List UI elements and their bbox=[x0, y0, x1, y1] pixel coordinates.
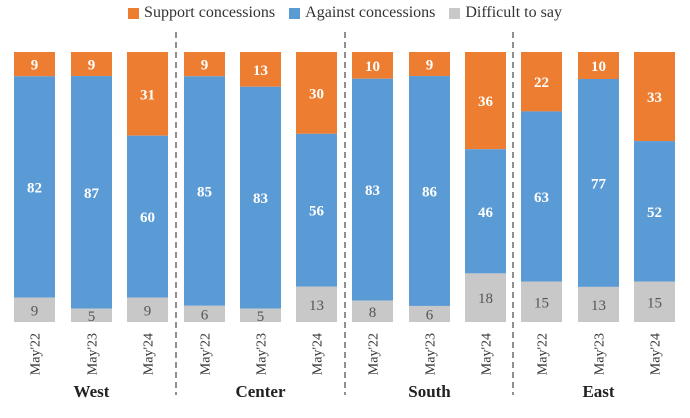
category-tick-label: May'22 bbox=[536, 333, 551, 375]
bar-against-west-3 bbox=[127, 135, 168, 298]
bar-against-south-3 bbox=[465, 149, 506, 274]
data-label-against: 52 bbox=[647, 205, 662, 221]
data-label-against: 63 bbox=[534, 190, 549, 206]
bar-against-center-1 bbox=[184, 76, 225, 306]
bar-against-east-3 bbox=[634, 141, 675, 282]
legend-item-against: Against concessions bbox=[289, 4, 435, 22]
bar-difficult-south-3 bbox=[465, 273, 506, 322]
data-label-support: 9 bbox=[31, 58, 39, 74]
legend-swatch-difficult bbox=[449, 7, 461, 19]
data-label-against: 83 bbox=[365, 183, 380, 199]
chart-legend: Support concessions Against concessions … bbox=[0, 4, 690, 22]
data-label-difficult: 6 bbox=[201, 307, 209, 323]
data-label-support: 13 bbox=[253, 63, 268, 79]
legend-swatch-support bbox=[128, 7, 140, 19]
data-label-against: 82 bbox=[27, 181, 42, 197]
data-label-support: 10 bbox=[591, 59, 606, 75]
category-tick-label: May'23 bbox=[424, 333, 439, 375]
bar-difficult-center-2 bbox=[240, 308, 281, 322]
data-label-difficult: 18 bbox=[478, 291, 493, 307]
bar-support-center-1 bbox=[184, 52, 225, 77]
bar-support-west-3 bbox=[127, 52, 168, 136]
data-label-against: 87 bbox=[84, 186, 100, 202]
category-tick-label: May'23 bbox=[593, 333, 608, 375]
legend-label-against: Against concessions bbox=[305, 4, 436, 21]
category-tick-label: May'24 bbox=[649, 333, 664, 375]
data-label-against: 56 bbox=[309, 204, 325, 220]
group-label-center: Center bbox=[235, 382, 285, 401]
data-label-against: 86 bbox=[422, 185, 438, 201]
bar-against-west-2 bbox=[71, 76, 112, 309]
data-label-difficult: 13 bbox=[309, 298, 324, 314]
bar-against-south-1 bbox=[352, 78, 393, 301]
data-label-difficult: 5 bbox=[257, 309, 265, 325]
data-label-support: 31 bbox=[140, 87, 155, 103]
bar-support-center-3 bbox=[296, 52, 337, 134]
bar-support-center-2 bbox=[240, 52, 281, 87]
bar-difficult-center-1 bbox=[184, 305, 225, 322]
data-label-support: 22 bbox=[534, 75, 549, 91]
category-tick-label: May'22 bbox=[367, 333, 382, 375]
bar-support-west-1 bbox=[14, 52, 55, 77]
group-label-south: South bbox=[408, 382, 451, 401]
data-label-support: 9 bbox=[201, 58, 209, 74]
bar-against-south-2 bbox=[409, 76, 450, 306]
group-label-west: West bbox=[74, 382, 110, 401]
legend-label-difficult: Difficult to say bbox=[465, 4, 562, 21]
data-label-against: 46 bbox=[478, 205, 494, 221]
category-tick-label: May'24 bbox=[142, 333, 157, 375]
bar-difficult-east-1 bbox=[521, 281, 562, 322]
data-label-against: 85 bbox=[197, 185, 212, 201]
bar-difficult-west-1 bbox=[14, 297, 55, 322]
bar-against-center-3 bbox=[296, 133, 337, 287]
category-tick-label: May'24 bbox=[311, 333, 326, 375]
data-label-support: 10 bbox=[365, 59, 380, 75]
data-label-difficult: 15 bbox=[647, 295, 662, 311]
category-tick-label: May'24 bbox=[480, 333, 495, 375]
bar-support-east-3 bbox=[634, 52, 675, 142]
data-label-support: 33 bbox=[647, 90, 662, 106]
bar-support-south-1 bbox=[352, 52, 393, 79]
category-tick-label: May'22 bbox=[199, 333, 214, 375]
bar-support-south-2 bbox=[409, 52, 450, 77]
bar-difficult-west-3 bbox=[127, 297, 168, 322]
data-label-against: 77 bbox=[591, 176, 607, 192]
data-label-difficult: 15 bbox=[534, 295, 549, 311]
bar-difficult-center-3 bbox=[296, 286, 337, 322]
data-label-support: 36 bbox=[478, 94, 494, 110]
legend-item-support: Support concessions bbox=[128, 4, 275, 22]
legend-item-difficult: Difficult to say bbox=[449, 4, 562, 22]
data-label-difficult: 9 bbox=[144, 303, 152, 319]
bar-difficult-east-3 bbox=[634, 281, 675, 322]
data-label-support: 9 bbox=[88, 58, 96, 74]
bar-support-east-2 bbox=[578, 52, 619, 79]
data-label-support: 30 bbox=[309, 86, 324, 102]
data-label-against: 60 bbox=[140, 210, 155, 226]
bar-against-east-1 bbox=[521, 111, 562, 282]
data-label-difficult: 6 bbox=[426, 307, 434, 323]
data-label-difficult: 9 bbox=[31, 303, 39, 319]
bar-difficult-east-2 bbox=[578, 286, 619, 322]
bar-support-west-2 bbox=[71, 52, 112, 77]
category-tick-label: May'23 bbox=[86, 333, 101, 375]
group-label-east: East bbox=[582, 382, 614, 401]
bar-difficult-west-2 bbox=[71, 308, 112, 322]
data-label-difficult: 5 bbox=[88, 309, 96, 325]
bar-support-south-3 bbox=[465, 52, 506, 150]
category-tick-label: May'23 bbox=[255, 333, 270, 375]
data-label-support: 9 bbox=[426, 58, 434, 74]
category-tick-label: May'22 bbox=[29, 333, 44, 375]
legend-swatch-against bbox=[289, 7, 301, 19]
data-label-against: 83 bbox=[253, 191, 268, 207]
bar-against-east-2 bbox=[578, 79, 619, 287]
bar-difficult-south-2 bbox=[409, 305, 450, 322]
bar-against-center-2 bbox=[240, 86, 281, 309]
legend-label-support: Support concessions bbox=[144, 4, 276, 21]
data-label-difficult: 8 bbox=[369, 305, 377, 321]
bar-support-east-1 bbox=[521, 52, 562, 112]
bar-difficult-south-1 bbox=[352, 300, 393, 322]
data-label-difficult: 13 bbox=[591, 298, 606, 314]
bar-against-west-1 bbox=[14, 76, 55, 298]
